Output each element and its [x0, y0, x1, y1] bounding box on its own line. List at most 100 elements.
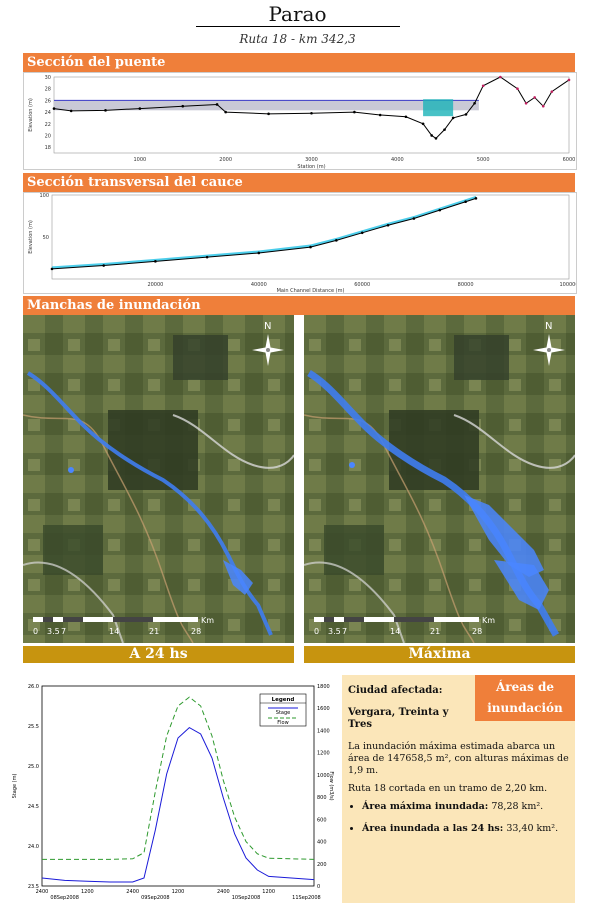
scale-label: 28	[191, 627, 201, 636]
section-header-bridge: Sección del puente	[23, 53, 575, 72]
y-tick-label: 18	[45, 145, 51, 151]
y-right-axis-label: Flow (m3/s)	[328, 771, 334, 800]
satellite-map-max: N 0 3.5 7 14 21 28 Km	[304, 315, 575, 643]
x-date-label: 09Sep2008	[141, 895, 170, 901]
scale-bar: 0 3.5 7 14 21 28 Km	[33, 616, 214, 636]
scale-label: 21	[149, 627, 159, 636]
x-tick-label: 60000	[354, 282, 370, 288]
ground-point	[451, 116, 455, 120]
channel-point	[360, 231, 364, 235]
x-tick-label: 3000	[305, 157, 318, 163]
legend-stage-label: Stage	[276, 710, 290, 716]
areas-tag-line2: inundación	[487, 701, 563, 715]
y-tick-label: 25.0	[28, 764, 39, 770]
y-right-tick-label: 600	[317, 817, 327, 823]
x-tick-label: 5000	[477, 157, 490, 163]
ground-point	[421, 122, 425, 126]
affected-city-label: Ciudad afectada:	[348, 685, 443, 696]
y-tick-label: 28	[45, 87, 51, 93]
y-axis-label: Elevation (m)	[28, 98, 34, 132]
ground-point	[52, 107, 56, 110]
ground-point	[464, 113, 468, 116]
ground-point	[430, 134, 433, 137]
y-tick-label: 50	[43, 235, 49, 241]
ground-point	[481, 84, 485, 88]
stage-series-line	[41, 726, 315, 883]
bridge-chart-panel: 1000 2000 3000 4000 5000 6000 18 20 22 24 26 28 30 St…	[23, 72, 577, 170]
channel-point	[335, 239, 338, 242]
y-tick-label: 24.0	[28, 844, 39, 850]
channel-point	[154, 260, 157, 263]
ground-point	[443, 128, 446, 131]
water-area	[54, 100, 479, 111]
y-tick-label: 25.5	[28, 724, 39, 730]
x-tick-label: 1200	[262, 889, 275, 895]
x-axis-label: Main Channel Distance (m)	[277, 288, 345, 293]
y-right-tick-label: 1800	[317, 684, 330, 690]
y-right-tick-label: 1400	[317, 728, 330, 734]
affected-city-value: Vergara, Treinta y Tres	[348, 707, 449, 730]
scale-label: 0	[33, 627, 38, 636]
x-tick-label: 100000	[559, 282, 576, 288]
north-label: N	[545, 321, 552, 332]
satellite-map-24h: N 0 3.5 7 14 21 28 Km	[23, 315, 294, 643]
ground-point	[516, 87, 519, 90]
channel-bed-line	[51, 197, 477, 270]
legend-box	[259, 693, 307, 727]
ground-point	[267, 112, 270, 116]
y-right-tick-label: 800	[317, 795, 327, 801]
channel-point	[309, 245, 312, 249]
y-right-tick-label: 400	[317, 840, 327, 846]
ground-point	[404, 115, 408, 119]
ground-point	[378, 113, 382, 117]
channel-point	[438, 208, 442, 212]
scale-label: 7	[61, 627, 66, 636]
y-right-tick-label: 0	[317, 884, 320, 890]
y-tick-label: 24.5	[28, 804, 39, 810]
scale-label: 14	[390, 627, 400, 636]
ground-point	[224, 110, 227, 114]
hydrograph-chart: 23.5 24.0 24.5 25.0 25.5 26.0 0 200 400 600 800 100…	[12, 684, 334, 901]
y-tick-label: 23.5	[28, 884, 39, 890]
ground-point	[524, 102, 528, 105]
ground-point	[567, 78, 571, 82]
page-subtitle: Ruta 18 - km 342,3	[239, 32, 356, 46]
channel-point	[257, 251, 261, 255]
scale-label: 28	[472, 627, 482, 636]
channel-point	[464, 200, 467, 204]
scale-label: 14	[109, 627, 119, 636]
ground-point	[434, 137, 438, 140]
ground-point	[533, 96, 536, 99]
page-title: Parao	[268, 2, 327, 26]
section-header-channel: Sección transversal del cauce	[23, 173, 575, 192]
map-caption-max: Máxima	[304, 646, 575, 663]
areas-tag-line1: Áreas de	[495, 680, 554, 694]
ground-point	[499, 75, 502, 79]
channel-point	[386, 223, 390, 227]
bridge-section-chart: 1000 2000 3000 4000 5000 6000 18 20 22 24 26 28 30 St…	[28, 75, 576, 170]
x-tick-label: 6000	[563, 157, 576, 163]
x-tick-label: 1000	[133, 157, 146, 163]
x-date-label: 10Sep2008	[232, 895, 261, 901]
ground-point	[550, 90, 554, 93]
ground-point	[473, 102, 476, 105]
ground-point	[215, 103, 219, 106]
scale-label: 7	[342, 627, 347, 636]
y-axis-label: Stage (m)	[12, 774, 18, 799]
channel-point	[412, 217, 416, 220]
title-underline	[196, 26, 400, 27]
areas-tag: Áreas de inundación	[475, 675, 575, 721]
x-tick-label: 4000	[391, 157, 404, 163]
x-tick-label: 2400	[217, 889, 230, 895]
x-tick-label: 80000	[458, 282, 474, 288]
y-right-tick-label: 1600	[317, 706, 330, 712]
scale-unit: Km	[201, 616, 214, 625]
channel-point	[102, 264, 105, 267]
bridge-deck	[423, 99, 454, 117]
ground-point	[181, 104, 185, 108]
channel-point	[474, 197, 478, 200]
ground-point	[541, 104, 545, 108]
y-axis-label: Elevation (m)	[28, 220, 34, 254]
x-tick-label: 2400	[36, 889, 49, 895]
x-date-label: 08Sep2008	[50, 895, 79, 901]
